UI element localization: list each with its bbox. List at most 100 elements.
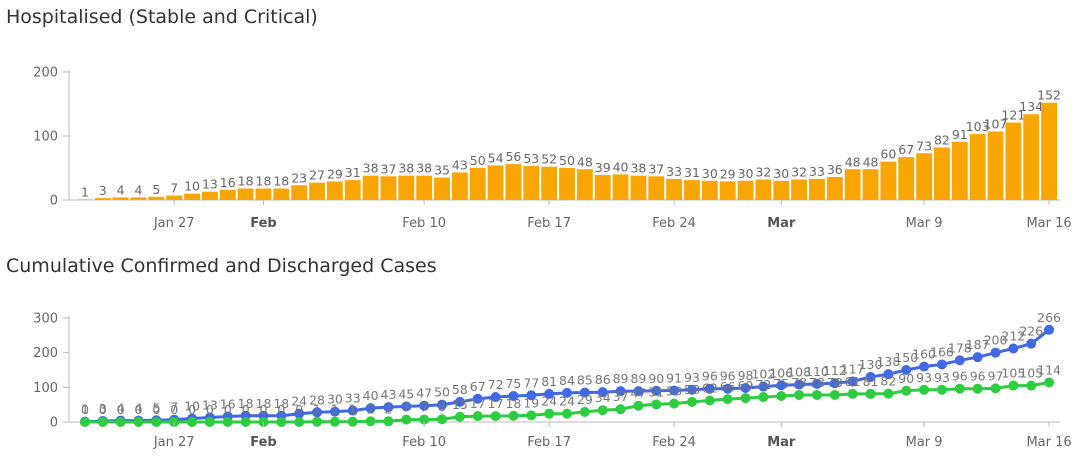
confirmed-data-label: 166 — [930, 344, 954, 359]
bar — [826, 176, 843, 200]
bar — [77, 199, 93, 200]
discharged-point — [79, 417, 90, 427]
bar — [505, 164, 522, 200]
discharged-point — [740, 393, 751, 404]
discharged-point — [633, 400, 644, 411]
bar-data-label: 30 — [702, 166, 718, 181]
discharged-point — [579, 406, 590, 417]
bar — [291, 185, 308, 200]
confirmed-point — [936, 359, 947, 370]
discharged-point — [794, 389, 805, 400]
bar-data-label: 33 — [809, 164, 825, 179]
confirmed-point — [847, 376, 858, 387]
y-tick-label: 200 — [33, 346, 58, 361]
bar-data-label: 29 — [327, 166, 343, 181]
discharged-point — [669, 398, 680, 409]
confirmed-point — [865, 371, 876, 382]
bar-data-label: 23 — [291, 170, 307, 185]
bar-data-label: 32 — [791, 165, 807, 180]
bar-data-label: 30 — [738, 166, 754, 181]
bar — [237, 188, 254, 200]
discharged-data-label: 96 — [970, 369, 986, 384]
bar-data-label: 73 — [916, 138, 932, 153]
confirmed-data-label: 86 — [595, 372, 611, 387]
bar-data-label: 7 — [170, 181, 178, 196]
bar — [166, 195, 183, 200]
bar-data-label: 18 — [238, 173, 254, 188]
bar — [344, 180, 361, 200]
confirmed-point — [1026, 338, 1037, 349]
confirmed-data-label: 28 — [309, 392, 325, 407]
bar — [576, 169, 593, 200]
bar — [773, 180, 790, 200]
bar-data-label: 18 — [256, 173, 272, 188]
bar-data-label: 121 — [1001, 108, 1025, 123]
discharged-point — [526, 410, 537, 421]
confirmed-data-label: 108 — [787, 365, 811, 380]
confirmed-point — [704, 383, 715, 394]
discharged-point — [329, 416, 340, 427]
discharged-point — [1044, 377, 1055, 388]
discharged-point — [847, 388, 858, 399]
discharged-data-label: 0 — [242, 402, 250, 417]
discharged-data-label: 69 — [738, 378, 754, 393]
bar-data-label: 38 — [416, 161, 432, 176]
confirmed-point — [544, 388, 555, 399]
discharged-data-label: 37 — [613, 389, 629, 404]
discharged-point — [883, 388, 894, 399]
discharged-point — [365, 416, 376, 427]
x-tick-label: Jan 27 — [153, 216, 195, 231]
bar — [380, 176, 397, 200]
confirmed-point — [294, 408, 305, 419]
discharged-point — [990, 383, 1001, 394]
bar — [666, 178, 683, 200]
discharged-data-label: 1 — [349, 402, 357, 417]
bar-data-label: 16 — [220, 175, 236, 190]
bar — [862, 169, 879, 200]
bar-data-label: 3 — [99, 183, 107, 198]
bar — [630, 175, 647, 200]
bar — [809, 178, 825, 200]
discharged-data-label: 72 — [755, 377, 771, 392]
discharged-point — [1026, 380, 1037, 391]
discharged-data-label: 66 — [720, 379, 736, 394]
confirmed-point — [312, 407, 323, 418]
confirmed-point — [472, 393, 483, 404]
confirmed-point — [633, 386, 644, 397]
discharged-data-label: 8 — [438, 399, 446, 414]
discharged-data-label: 53 — [666, 384, 682, 399]
discharged-point — [508, 410, 519, 421]
confirmed-data-label: 13 — [202, 397, 218, 412]
discharged-point — [686, 396, 697, 407]
x-tick-label: Feb 17 — [527, 435, 571, 450]
discharged-data-label: 0 — [152, 402, 160, 417]
confirmed-point — [740, 383, 751, 394]
confirmed-data-label: 266 — [1037, 310, 1061, 325]
confirmed-point — [1044, 324, 1055, 335]
discharged-data-label: 0 — [170, 402, 178, 417]
x-tick-label: Jan 27 — [153, 435, 195, 450]
discharged-point — [704, 395, 715, 406]
discharged-point — [865, 388, 876, 399]
bar — [434, 177, 450, 200]
confirmed-data-label: 93 — [684, 370, 700, 385]
bar-data-label: 36 — [827, 162, 843, 177]
bar-data-label: 31 — [345, 165, 361, 180]
discharged-point — [240, 417, 251, 427]
discharged-data-label: 7 — [402, 400, 410, 415]
bar-data-label: 39 — [595, 160, 611, 175]
bar-data-label: 52 — [541, 152, 557, 167]
bar-data-label: 30 — [773, 166, 789, 181]
confirmed-data-label: 160 — [912, 347, 936, 362]
confirmed-data-label: 212 — [1001, 329, 1025, 344]
confirmed-data-label: 90 — [648, 371, 664, 386]
discharged-data-label: 78 — [827, 375, 843, 390]
confirmed-point — [401, 401, 412, 412]
discharged-data-label: 81 — [863, 374, 879, 389]
discharged-data-label: 0 — [188, 402, 196, 417]
bar-data-label: 48 — [845, 154, 861, 169]
confirmed-data-label: 75 — [505, 376, 521, 391]
confirmed-data-label: 112 — [823, 363, 847, 378]
bar — [737, 180, 754, 200]
discharged-data-label: 90 — [898, 371, 914, 386]
